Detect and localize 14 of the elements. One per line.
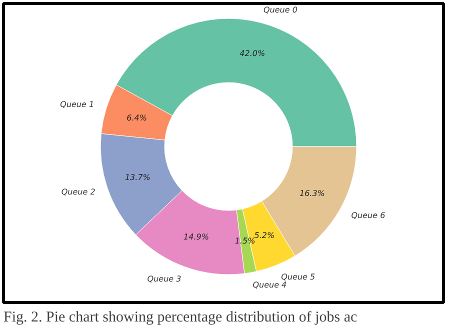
data-label: 16.3% [299,189,325,198]
slice-label: Queue 5 [281,272,316,282]
slice-label: Queue 6 [351,210,386,220]
slice-label: Queue 4 [252,280,287,290]
slice-label: Queue 1 [60,100,94,110]
caption: Fig. 2. Pie chart showing percentage distribution of jobs ac [4,310,358,326]
slice-label: Queue 2 [61,188,96,197]
slice-label: Queue 3 [147,274,182,284]
data-label: 14.9% [184,232,209,242]
slice-label: Queue 0 [264,6,298,15]
data-label: 13.7% [124,173,150,182]
data-label: 6.4% [126,113,147,122]
data-label: 42.0% [240,49,266,58]
data-label: 5.2% [254,231,275,240]
